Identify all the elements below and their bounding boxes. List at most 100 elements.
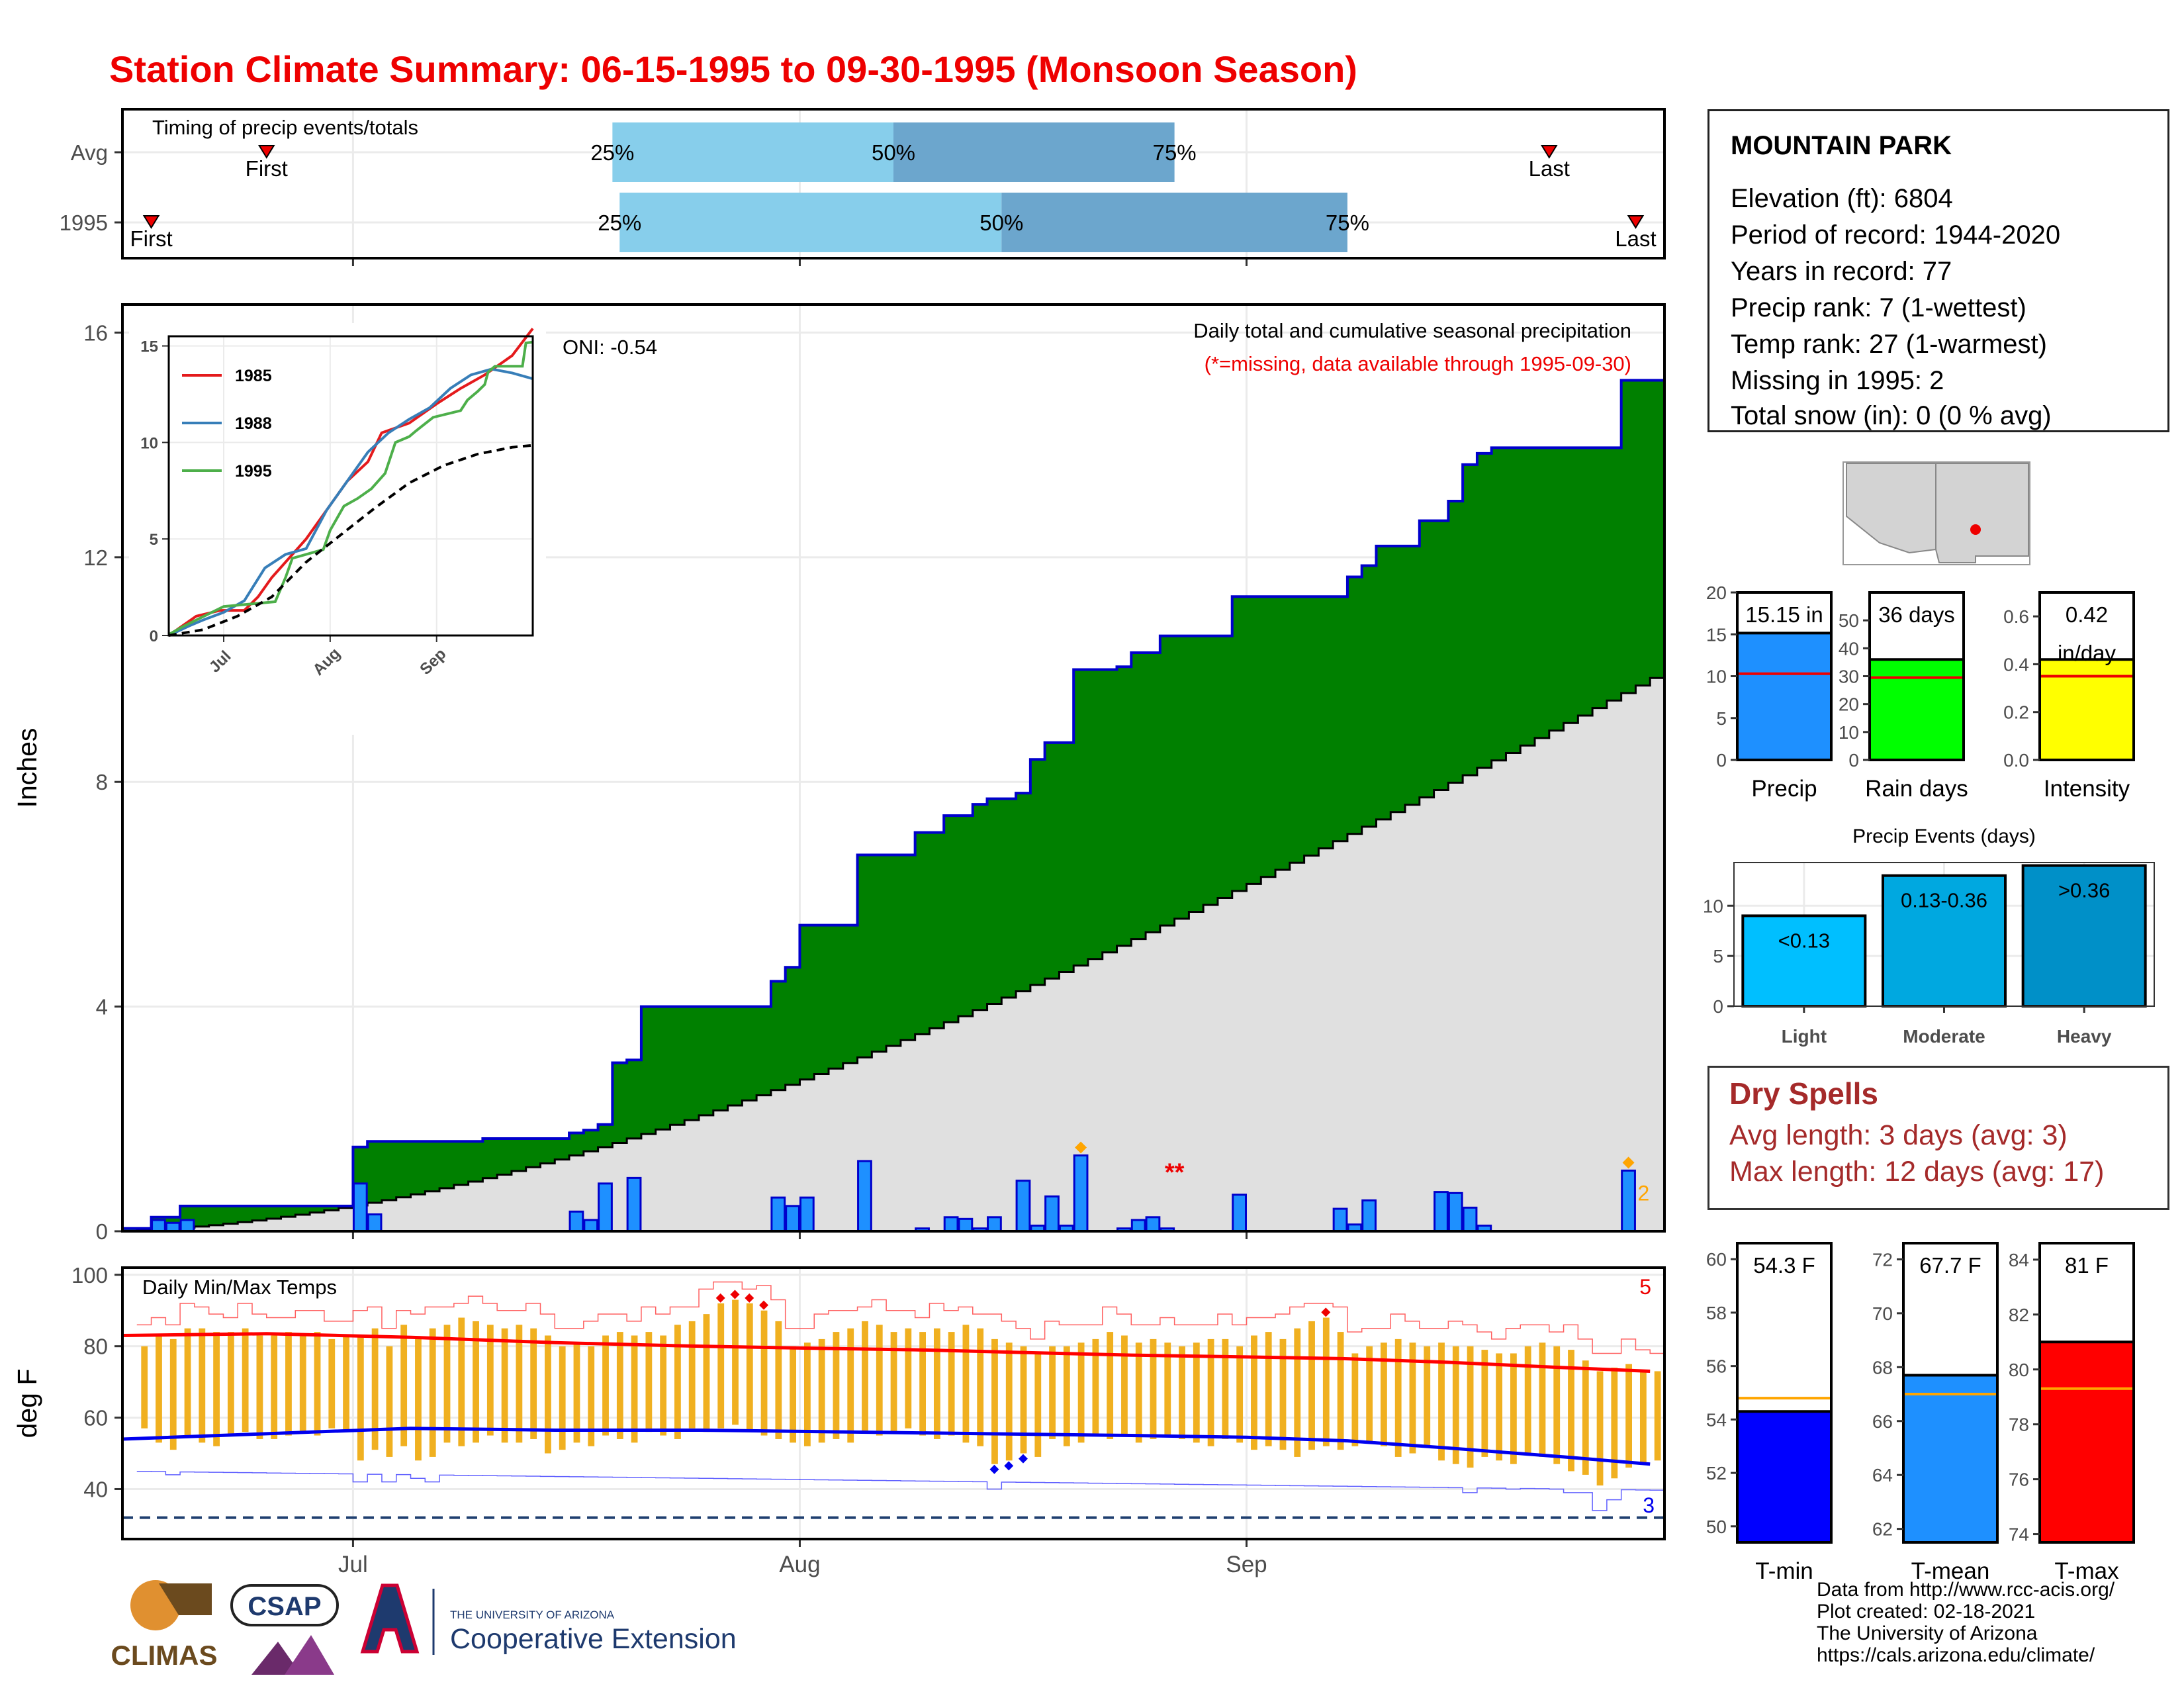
credits: Data from http://www.rcc-acis.org/ Plot … <box>1817 1579 2115 1666</box>
daily-temp-range-bar <box>573 1342 580 1443</box>
above-average-fill <box>900 855 916 1041</box>
above-average-fill <box>944 816 959 1023</box>
dry-spells-panel: Dry Spells Avg length: 3 days (avg: 3) M… <box>1707 1066 2169 1210</box>
above-average-fill <box>598 1124 613 1147</box>
station-precip-rank: Precip rank: 7 (1-wettest) <box>1731 293 2026 322</box>
station-temp-rank: Temp rank: 27 (1-warmest) <box>1731 330 2047 359</box>
daily-temp-range-bar <box>371 1328 379 1450</box>
mini-chart-border <box>1736 1242 1833 1544</box>
above-average-fill <box>122 1228 138 1231</box>
precip-panel-border <box>121 303 1666 1233</box>
daily-temp-range-bar <box>1654 1371 1661 1461</box>
daily-temp-range-bar <box>1625 1364 1633 1468</box>
daily-temp-range-bar <box>1553 1346 1561 1464</box>
above-average-fill <box>1146 653 1161 933</box>
daily-temp-range-bar <box>933 1328 940 1439</box>
above-average-fill <box>381 1141 397 1200</box>
mini-chart-border <box>2038 1242 2135 1544</box>
daily-temp-range-bar <box>919 1332 926 1436</box>
mini-chart-value-label: 81 F <box>2065 1253 2109 1278</box>
timing-y-label: 1995 <box>60 211 108 235</box>
daily-temp-range-bar <box>213 1332 220 1446</box>
above-average-fill <box>1606 447 1622 701</box>
temp-x-tick-label: Aug <box>779 1552 820 1577</box>
timing-label-first: First <box>246 156 288 181</box>
above-average-fill <box>525 1139 541 1168</box>
daily-temp-range-bar <box>688 1321 696 1429</box>
mini-chart-y-tick-label: 10 <box>1839 722 1859 743</box>
daily-temp-range-bar <box>242 1328 249 1432</box>
daily-temp-range-bar <box>1135 1342 1142 1443</box>
mini-chart-y-tick-label: 0 <box>1848 750 1859 771</box>
daily-temp-range-bar <box>1381 1342 1387 1446</box>
daily-precip-bar <box>1621 1169 1636 1233</box>
events-category-label: Moderate <box>1903 1026 1985 1047</box>
daily-precip-bar <box>1073 1154 1089 1233</box>
daily-temp-range-bar <box>1596 1371 1604 1486</box>
above-average-fill <box>1232 596 1248 891</box>
daily-temp-range-bar <box>1222 1338 1229 1439</box>
daily-precip-bar <box>1232 1194 1248 1233</box>
daily-temp-range-bar <box>1121 1335 1128 1436</box>
above-average-fill <box>1463 464 1478 776</box>
daily-temp-range-bar <box>1639 1371 1647 1464</box>
station-elevation: Elevation (ft): 6804 <box>1731 184 1953 213</box>
daily-temp-range-bar <box>1150 1338 1157 1439</box>
precip-y-tick-label: 0 <box>96 1219 108 1244</box>
above-average-fill <box>958 816 974 1017</box>
daily-temp-range-bar <box>1366 1346 1373 1443</box>
above-average-fill <box>1390 545 1406 812</box>
above-average-fill <box>238 1205 253 1223</box>
daily-temp-range-bar <box>1179 1346 1185 1439</box>
above-average-fill <box>1520 447 1535 746</box>
above-average-fill <box>1203 635 1218 906</box>
station-years: Years in record: 77 <box>1731 257 1952 286</box>
daily-temp-range-bar <box>1524 1346 1531 1454</box>
events-bar-light <box>1741 914 1867 1008</box>
above-average-fill <box>1506 447 1521 753</box>
precip-y-tick-label: 12 <box>83 545 108 570</box>
above-average-fill <box>972 804 988 1010</box>
above-average-fill <box>641 1006 657 1135</box>
daily-temp-range-bar <box>357 1335 364 1461</box>
daily-temp-range-bar <box>1034 1353 1042 1457</box>
above-average-fill <box>1102 669 1118 953</box>
daily-temp-range-bar <box>833 1332 840 1439</box>
daily-temp-range-bar <box>1308 1321 1315 1450</box>
above-average-fill <box>251 1205 267 1221</box>
above-average-fill <box>1131 653 1146 939</box>
mini-chart-category-label: Precip <box>1751 776 1817 802</box>
daily-temp-range-bar <box>199 1328 206 1443</box>
above-average-fill <box>627 1060 642 1139</box>
daily-temp-range-bar <box>545 1335 551 1454</box>
inset-series-line-average <box>168 444 533 637</box>
mini-chart-category-label: T-min <box>1755 1558 1813 1584</box>
above-average-fill <box>1044 742 1060 979</box>
timing-label-25: 25% <box>598 211 641 235</box>
mini-chart-value-label: 67.7 F <box>1919 1253 1981 1278</box>
mini-chart-category-label: Rain days <box>1865 776 1968 802</box>
precip-chart-title: Daily total and cumulative seasonal prec… <box>1193 319 1631 342</box>
precip-y-tick-label: 16 <box>83 320 108 345</box>
mini-chart-y-tick-label: 10 <box>1706 667 1727 687</box>
mini-chart-y-tick-label: 50 <box>1839 610 1859 631</box>
daily-precip-bar <box>987 1216 1002 1233</box>
daily-temp-range-bar <box>1467 1346 1474 1468</box>
daily-temp-range-bar <box>1020 1346 1027 1454</box>
page-title: Station Climate Summary: 06-15-1995 to 0… <box>109 48 1357 90</box>
inset-series-line-1988 <box>168 367 533 637</box>
above-average-fill <box>511 1139 527 1171</box>
dry-spells-max: Max length: 12 days (avg: 17) <box>1729 1156 2105 1188</box>
precip-chart-subtitle: (*=missing, data available through 1995-… <box>1205 352 1631 375</box>
above-average-fill <box>1347 577 1363 834</box>
mini-chart-bar-t-mean <box>1903 1375 1997 1542</box>
logo-climas: CLIMAS <box>111 1580 218 1671</box>
above-average-fill <box>1246 596 1261 884</box>
above-average-fill <box>842 925 858 1063</box>
timing-label-25: 25% <box>590 140 634 165</box>
mini-chart-bar-t-max <box>2040 1342 2134 1542</box>
above-average-fill <box>785 967 800 1085</box>
daily-temp-range-bar <box>1394 1338 1402 1457</box>
daily-temp-range-bar <box>415 1338 422 1461</box>
above-average-fill <box>756 1006 772 1096</box>
